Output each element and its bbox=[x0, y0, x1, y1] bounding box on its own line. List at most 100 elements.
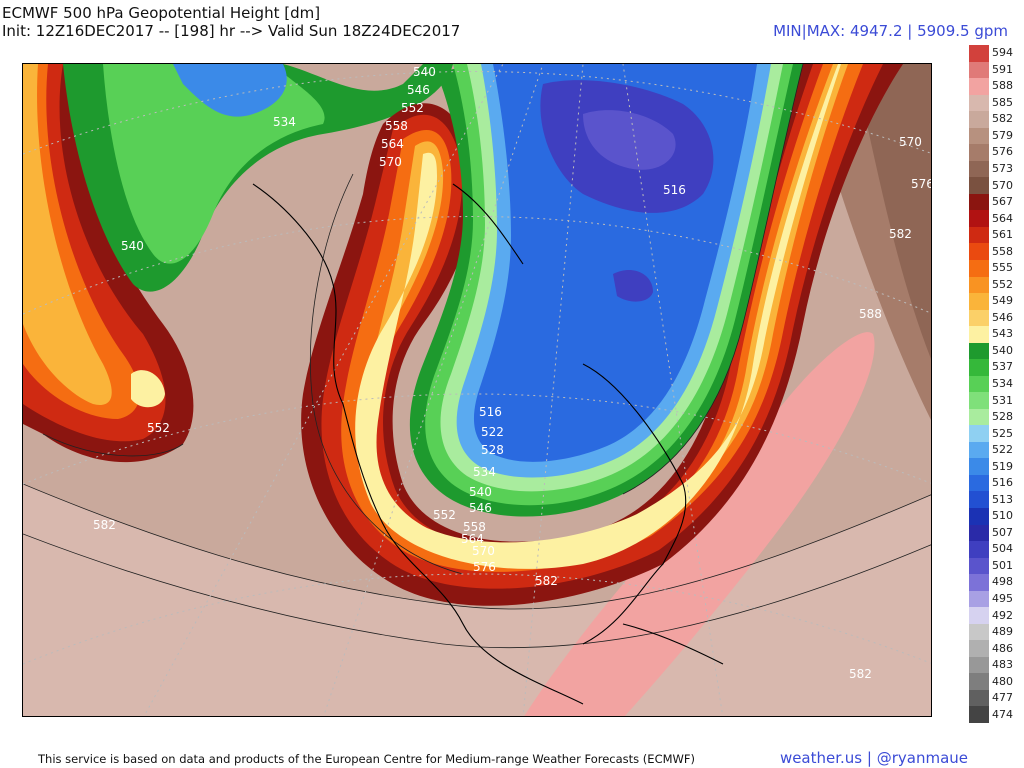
colorbar-level-label: 492 bbox=[992, 608, 1013, 622]
colorbar-level-label: 537 bbox=[992, 360, 1013, 374]
colorbar-level-label: 546 bbox=[992, 310, 1013, 324]
colorbar-level-label: 576 bbox=[992, 145, 1013, 159]
contour-label: 540 bbox=[121, 239, 144, 253]
contour-label: 534 bbox=[273, 115, 296, 129]
colorbar-swatch bbox=[969, 408, 989, 426]
colorbar-swatch bbox=[969, 326, 989, 344]
colorbar-swatch bbox=[969, 359, 989, 377]
polar-vortex-core bbox=[583, 110, 676, 170]
colorbar-level-label: 507 bbox=[992, 525, 1013, 539]
contour-label: 564 bbox=[381, 137, 404, 151]
colorbar-level-label: 564 bbox=[992, 211, 1013, 225]
colorbar-swatch bbox=[969, 61, 989, 79]
colorbar-level-label: 525 bbox=[992, 426, 1013, 440]
colorbar-swatch bbox=[969, 524, 989, 542]
warm-arc-549 bbox=[360, 64, 848, 565]
colorbar-level-label: 477 bbox=[992, 691, 1013, 705]
colorbar-level-label: 528 bbox=[992, 410, 1013, 424]
colorbar-swatch bbox=[969, 557, 989, 575]
contour-label: 570 bbox=[379, 155, 402, 169]
colorbar-level-label: 585 bbox=[992, 95, 1013, 109]
contour-label: 546 bbox=[469, 501, 492, 515]
contour-lines bbox=[23, 64, 931, 649]
map-canvas: 5405465525585645705345405525165705765825… bbox=[23, 64, 932, 716]
contour-label: 582 bbox=[93, 518, 116, 532]
contour-labels: 5405465525585645705345405525165705765825… bbox=[93, 65, 932, 681]
colorbar-level-label: 519 bbox=[992, 459, 1013, 473]
contour-label: 558 bbox=[463, 520, 486, 534]
colorbar-swatch bbox=[969, 259, 989, 277]
colorbar-swatch bbox=[969, 160, 989, 178]
contour-label: 534 bbox=[473, 465, 496, 479]
colorbar-swatch bbox=[969, 689, 989, 707]
colorbar-level-label: 510 bbox=[992, 509, 1013, 523]
colorbar-level-label: 489 bbox=[992, 625, 1013, 639]
colorbar-level-label: 480 bbox=[992, 674, 1013, 688]
colorbar-level-label: 543 bbox=[992, 327, 1013, 341]
colorbar-level-label: 555 bbox=[992, 261, 1013, 275]
colorbar-swatch bbox=[969, 706, 989, 724]
colorbar-swatch bbox=[969, 458, 989, 476]
colorbar-swatch bbox=[969, 541, 989, 559]
colorbar-swatch bbox=[969, 508, 989, 526]
warm-arc-543 bbox=[355, 64, 841, 569]
colorbar-level-label: 486 bbox=[992, 641, 1013, 655]
colorbar-level-label: 495 bbox=[992, 591, 1013, 605]
colorbar-swatch bbox=[969, 276, 989, 294]
colorbar-level-label: 522 bbox=[992, 443, 1013, 457]
colorbar-level-label: 549 bbox=[992, 294, 1013, 308]
brand-link[interactable]: weather.us | @ryanmaue bbox=[779, 749, 968, 767]
contour-label: 516 bbox=[663, 183, 686, 197]
colorbar-swatch bbox=[969, 425, 989, 443]
colorbar-level-label: 513 bbox=[992, 492, 1013, 506]
contour-label: 582 bbox=[535, 574, 558, 588]
colorbar-level-label: 561 bbox=[992, 228, 1013, 242]
warm-arc-561 bbox=[321, 64, 883, 589]
contour-label: 576 bbox=[911, 177, 932, 191]
warm-arc-555 bbox=[341, 64, 863, 572]
pacific-549-band bbox=[23, 64, 112, 405]
colorbar-level-label: 516 bbox=[992, 476, 1013, 490]
colorbar-level-label: 573 bbox=[992, 162, 1013, 176]
colorbar-swatch bbox=[969, 673, 989, 691]
colorbar-level-label: 579 bbox=[992, 128, 1013, 142]
ridge-585-band bbox=[23, 484, 931, 716]
colorbar-level-label: 567 bbox=[992, 195, 1013, 209]
min-max-readout: MIN|MAX: 4947.2 | 5909.5 gpm bbox=[773, 22, 1008, 40]
contour-label: 522 bbox=[481, 425, 504, 439]
contour-label: 570 bbox=[472, 544, 495, 558]
hudson-low-504 bbox=[613, 270, 653, 302]
colorbar-swatch bbox=[969, 623, 989, 641]
colorbar-swatch bbox=[969, 342, 989, 360]
colorbar bbox=[969, 45, 989, 724]
colorbar-swatch bbox=[969, 392, 989, 410]
colorbar-level-label: 504 bbox=[992, 542, 1013, 556]
contour-label: 558 bbox=[385, 119, 408, 133]
colorbar-level-label: 534 bbox=[992, 377, 1013, 390]
coastlines bbox=[252, 183, 724, 705]
colorbar-swatch bbox=[969, 210, 989, 228]
colorbar-level-label: 474 bbox=[992, 707, 1013, 721]
contour-label: 516 bbox=[479, 405, 502, 419]
colorbar-swatch bbox=[969, 309, 989, 327]
colorbar-level-label: 594 bbox=[992, 46, 1013, 60]
colorbar-level-label: 501 bbox=[992, 558, 1013, 572]
colorbar-swatch bbox=[969, 226, 989, 244]
colorbar-swatch bbox=[969, 375, 989, 393]
colorbar-level-label: 582 bbox=[992, 112, 1013, 126]
colorbar-swatch bbox=[969, 474, 989, 492]
colorbar-swatch bbox=[969, 574, 989, 592]
colorbar-swatch bbox=[969, 111, 989, 129]
colorbar-swatch bbox=[969, 243, 989, 261]
northwest-low-516 bbox=[173, 64, 287, 117]
contour-label: 576 bbox=[473, 560, 496, 574]
colorbar-swatch bbox=[969, 144, 989, 162]
geopotential-height-map: 540 546 552 558 564 570 534 540 552 516 570 576 582 5… bbox=[22, 63, 932, 717]
map-subtitle: Init: 12Z16DEC2017 -- [198] hr --> Valid… bbox=[2, 22, 461, 40]
colorbar-swatch bbox=[969, 127, 989, 145]
contour-label: 552 bbox=[147, 421, 170, 435]
colorbar-level-label: 552 bbox=[992, 277, 1013, 291]
colorbar-swatch bbox=[969, 491, 989, 509]
contour-label: 564 bbox=[461, 532, 484, 546]
contour-label: 588 bbox=[859, 307, 882, 321]
